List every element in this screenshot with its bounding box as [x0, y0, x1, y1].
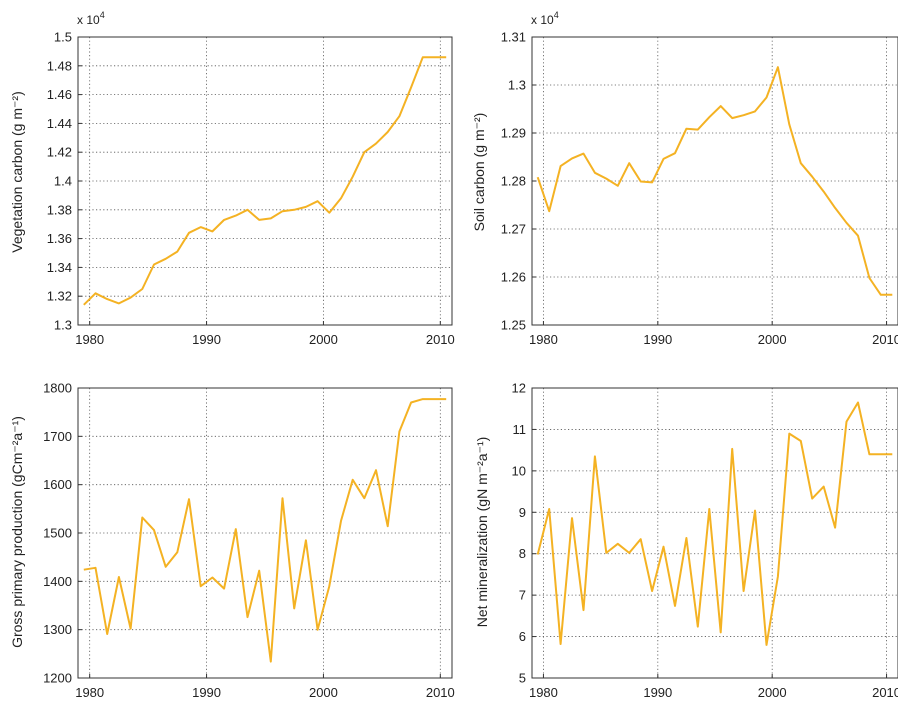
y-tick-label: 1.36 [47, 231, 72, 246]
y-tick-label: 1500 [43, 526, 72, 541]
net-mineralization-panel: Net mineralization (gN m⁻²a⁻¹) 5 6 7 8 9 10 11… [474, 381, 898, 700]
y-tick-label: 1.27 [501, 222, 526, 237]
y-tick-label: 6 [519, 629, 526, 644]
y-tick-label: 1.5 [54, 30, 72, 45]
y-tick-label: 9 [519, 505, 526, 520]
data-series-line [83, 56, 447, 306]
x-tick-label: 2000 [758, 685, 787, 700]
x-tick-label: 1980 [75, 332, 104, 347]
y-tick-label: 11 [513, 422, 527, 437]
y-tick-label: 1.34 [47, 260, 72, 275]
y-tick-label: 1800 [43, 381, 72, 396]
x-tick-label: 2000 [758, 332, 787, 347]
x-tick-label: 2010 [872, 685, 898, 700]
gross-primary-production-panel: Gross primary production (gCm⁻²a⁻¹) 1200… [9, 381, 455, 701]
y-tick-label: 1.48 [47, 58, 72, 73]
y-tick-label: 12 [512, 381, 526, 396]
data-series-line [536, 66, 893, 296]
plot-frame [531, 387, 898, 679]
y-tick-label: 1.3 [508, 78, 526, 93]
y-tick-label: 1.32 [47, 289, 72, 304]
data-series-line [83, 398, 447, 663]
y-tick-label: 1.46 [47, 87, 72, 102]
y-tick-label: 1.44 [47, 116, 72, 131]
y-tick-label: 1.31 [501, 30, 526, 45]
y-tick-label: 5 [519, 671, 526, 686]
x-tick-label: 2000 [309, 685, 338, 700]
y-tick-label: 1700 [43, 429, 72, 444]
soil-multiplier: x 104 [531, 10, 559, 27]
y-tick-label: 1.3 [54, 318, 72, 333]
y-tick-label: 1.25 [501, 318, 526, 333]
x-tick-label: 1990 [192, 332, 221, 347]
y-tick-label: 1.38 [47, 202, 72, 217]
x-tick-label: 2010 [426, 332, 455, 347]
data-series-line [536, 401, 893, 646]
y-tick-label: 8 [519, 546, 526, 561]
y-tick-label: 10 [512, 463, 526, 478]
y-tick-label: 1.4 [54, 174, 72, 189]
x-tick-label: 2000 [309, 332, 338, 347]
x-tick-label: 1990 [643, 332, 672, 347]
vegetation-multiplier: x 104 [77, 10, 105, 27]
y-tick-label: 1.42 [47, 145, 72, 160]
y-tick-label: 7 [519, 588, 526, 603]
x-tick-label: 1980 [75, 685, 104, 700]
vegetation-carbon-panel: x 104 Vegetation carbon (g m⁻²) 1.3 1.32 1… [9, 10, 455, 347]
y-tick-label: 1400 [43, 574, 72, 589]
soil-y-axis-label: Soil carbon (g m⁻²) [471, 113, 487, 232]
y-tick-label: 1.26 [501, 270, 526, 285]
y-tick-label: 1.28 [501, 174, 526, 189]
x-tick-label: 2010 [426, 685, 455, 700]
soil-carbon-panel: x 104 Soil carbon (g m⁻²) 1.25 1.26 1.27 1.… [471, 10, 898, 347]
x-tick-label: 2010 [872, 332, 898, 347]
gpp-y-axis-label: Gross primary production (gCm⁻²a⁻¹) [9, 416, 25, 648]
vegetation-y-axis-label: Vegetation carbon (g m⁻²) [9, 91, 25, 252]
y-tick-label: 1200 [43, 671, 72, 686]
nmin-y-axis-label: Net mineralization (gN m⁻²a⁻¹) [474, 437, 490, 628]
x-tick-label: 1980 [529, 685, 558, 700]
x-tick-label: 1990 [192, 685, 221, 700]
x-tick-label: 1980 [529, 332, 558, 347]
y-tick-label: 1.29 [501, 126, 526, 141]
y-tick-label: 1600 [43, 477, 72, 492]
x-tick-label: 1990 [643, 685, 672, 700]
y-tick-label: 1300 [43, 622, 72, 637]
